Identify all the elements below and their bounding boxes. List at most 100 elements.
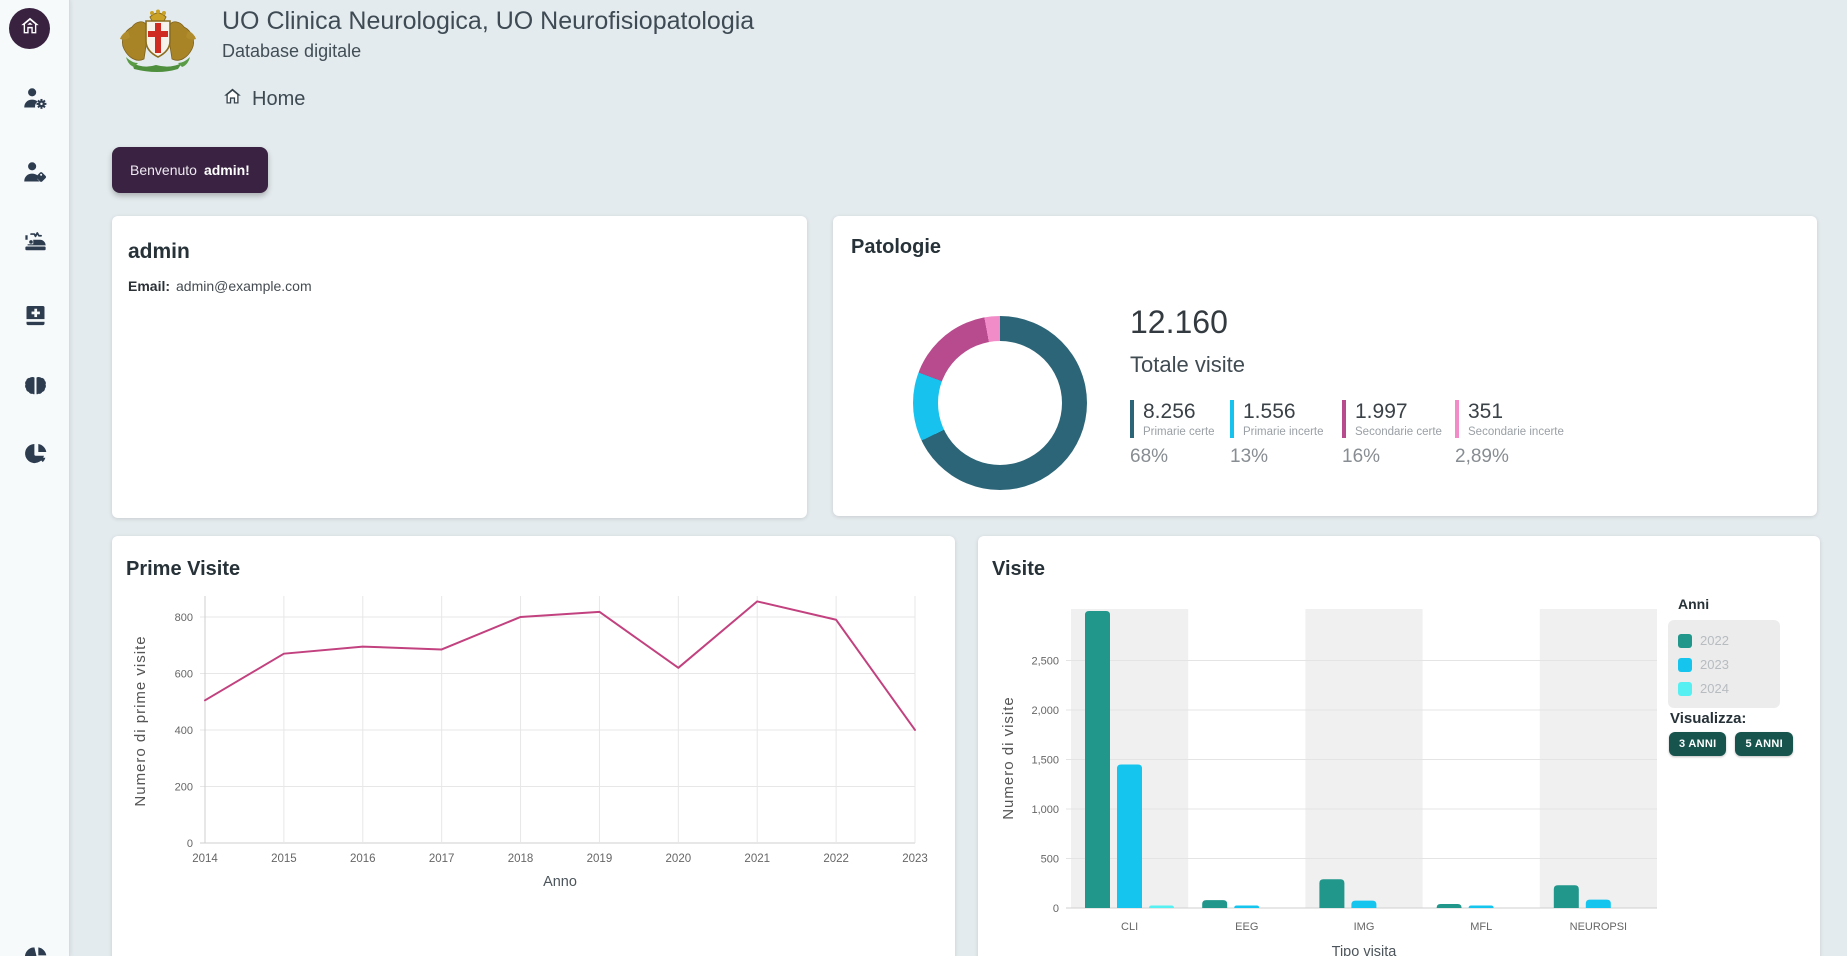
svg-text:2,500: 2,500	[1031, 655, 1059, 667]
stat-percent: 68%	[1130, 446, 1169, 468]
stat-label: Secondarie certe	[1355, 426, 1442, 439]
email-label: Email:	[128, 278, 171, 294]
bar-chart-y-axis-label: Numero di visite	[1000, 696, 1017, 820]
legend-swatch-2024	[1678, 681, 1692, 696]
svg-text:2016: 2016	[350, 853, 376, 865]
stat-primarie-incerte: 1.556 Primarie incerte 13%	[1230, 400, 1324, 468]
hospital-bed-icon	[22, 229, 49, 261]
visualizza-buttons: 3 ANNI 5 ANNI	[1669, 732, 1793, 756]
sidebar-item-neurology[interactable]	[17, 372, 53, 408]
svg-text:2020: 2020	[666, 853, 692, 865]
svg-text:2018: 2018	[508, 853, 534, 865]
welcome-username: admin!	[203, 162, 250, 178]
svg-text:600: 600	[175, 668, 193, 680]
svg-text:2015: 2015	[271, 853, 297, 865]
stat-secondarie-certe: 1.997 Secondarie certe 16%	[1342, 400, 1442, 468]
patologie-title: Patologie	[851, 236, 942, 258]
partial-bottom-icon	[22, 940, 49, 956]
stat-percent: 2,89%	[1455, 446, 1509, 468]
prime-visite-card: Prime Visite 0 200 400 600 800 2014 2015 2016 20…	[112, 536, 955, 956]
sidebar-item-hospitalizations[interactable]	[17, 227, 53, 263]
stat-label: Primarie incerte	[1243, 426, 1324, 439]
user-card-title: admin	[128, 240, 190, 263]
visite-bar-chart: 0 500 1,000 1,500 2,000 2,500 CLI EEG IMG MFL NEUR…	[1031, 609, 1657, 933]
patologie-stats: 8.256 Primarie certe 68% 1.556 Primarie …	[833, 400, 1817, 490]
stat-percent: 13%	[1230, 446, 1269, 468]
stat-value: 1.997	[1355, 400, 1408, 423]
legend-swatch-2023	[1678, 657, 1692, 672]
svg-text:2023: 2023	[902, 853, 928, 865]
sidebar-item-bottom-partial[interactable]	[17, 938, 53, 956]
svg-text:0: 0	[187, 838, 193, 850]
legend-title: Anni	[1678, 596, 1710, 612]
prime-visite-line-chart: 0 200 400 600 800 2014 2015 2016 2017 2018 2019 202…	[175, 596, 928, 865]
legend-label: 2024	[1700, 681, 1729, 696]
visualizza-label: Visualizza:	[1670, 710, 1747, 727]
email-value: admin@example.com	[176, 278, 312, 294]
svg-text:EEG: EEG	[1235, 921, 1258, 933]
clinic-crest-logo	[112, 7, 204, 73]
page-title: UO Clinica Neurologica, UO Neurofisiopat…	[222, 7, 755, 35]
stat-value: 8.256	[1143, 400, 1196, 423]
legend-item-2024[interactable]: 2024	[1678, 681, 1770, 696]
stat-label: Secondarie incerte	[1468, 426, 1564, 439]
svg-text:500: 500	[1041, 853, 1059, 865]
svg-text:800: 800	[175, 612, 193, 624]
sidebar-item-medical-records[interactable]	[17, 300, 53, 336]
svg-text:2019: 2019	[587, 853, 613, 865]
svg-text:CLI: CLI	[1121, 921, 1138, 933]
visite-card: Visite 0 500 1,000 1,500 2,000 2,500 CLI EEG IMG…	[978, 536, 1820, 956]
legend-item-2023[interactable]: 2023	[1678, 657, 1770, 672]
patologie-card: Patologie 12.160 Totale visite 8.256 Pri…	[833, 216, 1817, 516]
svg-text:1,000: 1,000	[1031, 804, 1059, 816]
five-years-button[interactable]: 5 ANNI	[1735, 732, 1793, 756]
patologie-donut-chart	[913, 316, 1087, 490]
page-subtitle: Database digitale	[222, 41, 362, 61]
home-icon	[19, 15, 41, 42]
stat-percent: 16%	[1342, 446, 1381, 468]
legend-item-2022[interactable]: 2022	[1678, 633, 1770, 648]
sidebar-item-home[interactable]	[9, 8, 50, 49]
user-gear-icon	[22, 85, 49, 117]
stat-label: Primarie certe	[1143, 426, 1215, 439]
sidebar	[0, 0, 70, 956]
stat-value: 1.556	[1243, 400, 1296, 423]
svg-text:0: 0	[1053, 903, 1059, 915]
svg-text:2014: 2014	[192, 853, 218, 865]
sidebar-item-statistics[interactable]	[17, 438, 53, 474]
brain-icon	[22, 374, 49, 406]
svg-text:MFL: MFL	[1470, 921, 1492, 933]
pie-chart-icon	[22, 440, 49, 472]
years-legend: 2022 2023 2024	[1668, 620, 1780, 708]
welcome-text: Benvenuto	[130, 162, 197, 178]
three-years-button[interactable]: 3 ANNI	[1669, 732, 1727, 756]
legend-label: 2023	[1700, 657, 1729, 672]
legend-swatch-2022	[1678, 633, 1692, 648]
svg-text:200: 200	[175, 781, 193, 793]
svg-text:2,000: 2,000	[1031, 705, 1059, 717]
visite-title: Visite	[992, 558, 1045, 580]
bar-chart-x-axis-label: Tipo visita	[1331, 944, 1397, 956]
prime-visite-title: Prime Visite	[126, 558, 241, 580]
stat-value: 351	[1468, 400, 1504, 423]
sidebar-item-user-management[interactable]	[17, 83, 53, 119]
svg-text:2022: 2022	[823, 853, 849, 865]
legend-label: 2022	[1700, 633, 1729, 648]
svg-text:NEUROPSI: NEUROPSI	[1570, 921, 1627, 933]
total-visits-value: 12.160	[1130, 304, 1228, 340]
user-tag-icon	[22, 159, 49, 191]
stat-primarie-certe: 8.256 Primarie certe 68%	[1130, 400, 1215, 468]
medical-book-icon	[22, 302, 49, 334]
line-chart-x-axis-label: Anno	[543, 874, 577, 890]
svg-text:400: 400	[175, 725, 193, 737]
breadcrumb-label: Home	[252, 88, 306, 110]
sidebar-item-patient-tags[interactable]	[17, 157, 53, 193]
user-email-row: Email: admin@example.com	[128, 278, 312, 294]
stat-secondarie-incerte: 351 Secondarie incerte 2,89%	[1455, 400, 1564, 468]
breadcrumb-home[interactable]: Home	[222, 86, 305, 113]
svg-text:IMG: IMG	[1354, 921, 1375, 933]
home-icon	[222, 86, 243, 113]
line-chart-y-axis-label: Numero di prime visite	[132, 635, 149, 807]
welcome-toast: Benvenuto admin!	[112, 147, 268, 193]
total-visits-label: Totale visite	[1130, 352, 1245, 377]
